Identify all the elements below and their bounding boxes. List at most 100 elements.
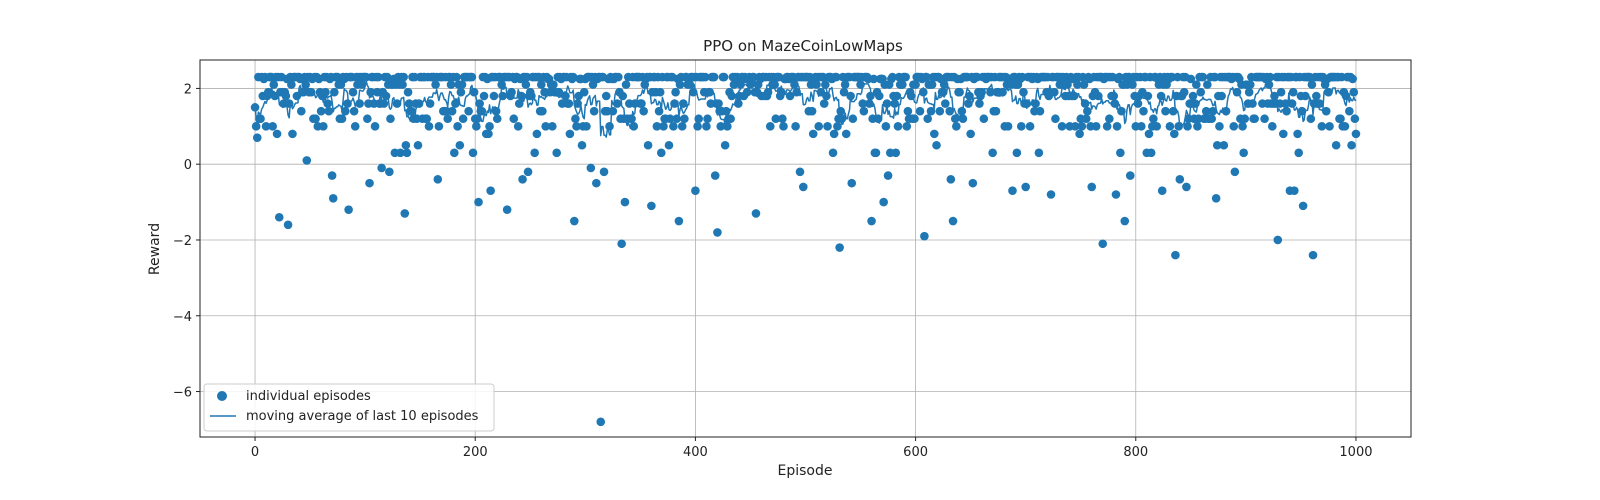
- episode-point: [1143, 91, 1153, 101]
- episode-point: [829, 129, 839, 139]
- episode-point: [407, 106, 416, 116]
- episode-point: [571, 114, 580, 124]
- y-tick-label: −6: [173, 386, 192, 401]
- episode-point: [1264, 80, 1274, 89]
- episode-point: [720, 140, 730, 150]
- episode-point: [1294, 148, 1304, 158]
- episode-point: [892, 91, 902, 101]
- y-axis-title: Reward: [147, 223, 163, 275]
- episode-point: [1149, 114, 1158, 124]
- episode-point: [691, 186, 700, 196]
- episode-point: [955, 87, 964, 97]
- episode-point: [1034, 148, 1044, 158]
- episode-point: [1112, 122, 1122, 131]
- episode-point: [920, 231, 929, 241]
- episode-point: [283, 220, 293, 230]
- episode-point: [814, 122, 824, 131]
- legend-scatter-marker: [217, 391, 227, 401]
- episode-point: [518, 175, 527, 184]
- episode-point: [514, 99, 524, 108]
- episode-point: [659, 122, 668, 131]
- episode-point: [867, 216, 876, 226]
- episode-point: [467, 72, 477, 82]
- episode-point: [675, 80, 685, 89]
- episode-point: [1003, 122, 1013, 131]
- episode-point: [538, 106, 547, 116]
- episode-point: [400, 209, 410, 218]
- episode-point: [422, 114, 432, 124]
- episode-point: [1182, 182, 1191, 192]
- episode-point: [617, 239, 626, 249]
- episode-point: [701, 72, 710, 82]
- episode-point: [568, 72, 578, 82]
- episode-point: [874, 91, 884, 101]
- episode-point: [950, 114, 960, 124]
- episode-point: [710, 171, 720, 180]
- episode-point: [1212, 140, 1222, 150]
- episode-point: [836, 106, 846, 116]
- episode-point: [1350, 114, 1360, 124]
- y-tick-label: −2: [173, 234, 192, 249]
- episode-point: [608, 106, 618, 116]
- episode-point: [1278, 129, 1288, 139]
- episode-point: [1240, 114, 1250, 124]
- episode-point: [1170, 129, 1179, 139]
- episode-point: [765, 122, 775, 131]
- episode-point: [1125, 171, 1135, 180]
- episode-point: [1345, 106, 1354, 116]
- plot-data: [250, 72, 1361, 427]
- episode-point: [1229, 122, 1239, 131]
- episode-point: [935, 106, 945, 116]
- episode-point: [833, 122, 842, 131]
- episode-point: [958, 114, 968, 124]
- episode-point: [923, 114, 933, 124]
- episode-point: [446, 80, 456, 89]
- episode-point: [891, 148, 901, 158]
- episode-point: [1114, 72, 1124, 82]
- episode-point: [536, 80, 546, 89]
- episode-point: [1111, 190, 1121, 199]
- episode-point: [570, 216, 579, 226]
- episode-point: [823, 122, 832, 131]
- episode-point: [1057, 122, 1067, 131]
- episode-point: [1105, 114, 1114, 124]
- episode-point: [302, 156, 312, 165]
- legend-line-label: moving average of last 10 episodes: [246, 409, 479, 424]
- episode-point: [1193, 122, 1202, 131]
- episode-point: [736, 80, 745, 89]
- episode-point: [1075, 129, 1084, 139]
- episode-point: [966, 129, 975, 139]
- episode-point: [1128, 80, 1137, 89]
- episode-point: [893, 122, 903, 131]
- episode-point: [927, 80, 937, 89]
- episode-point: [1347, 140, 1356, 150]
- episode-point: [1116, 148, 1125, 158]
- episode-point: [564, 99, 574, 108]
- episode-point: [541, 122, 550, 131]
- episode-point: [941, 99, 950, 108]
- episode-point: [716, 122, 726, 131]
- x-tick-label: 200: [463, 445, 488, 460]
- episode-point: [618, 91, 628, 101]
- episode-point: [968, 178, 978, 188]
- episode-point: [1306, 114, 1316, 124]
- episode-point: [486, 186, 495, 196]
- episode-point: [721, 106, 731, 116]
- episode-point: [881, 122, 891, 131]
- episode-point: [370, 122, 380, 131]
- episode-point: [1276, 87, 1286, 97]
- episode-point: [680, 114, 689, 124]
- episode-point: [596, 417, 606, 427]
- episode-point: [778, 114, 787, 124]
- episode-point: [637, 99, 646, 108]
- episode-point: [841, 129, 851, 139]
- episode-point: [669, 122, 678, 131]
- episode-point: [655, 87, 665, 97]
- episode-point: [819, 99, 829, 108]
- episode-point: [589, 106, 599, 116]
- episode-point: [365, 178, 374, 188]
- episode-point: [674, 216, 684, 226]
- episode-point: [1120, 216, 1130, 226]
- episode-point: [386, 114, 395, 124]
- episode-point: [355, 99, 364, 108]
